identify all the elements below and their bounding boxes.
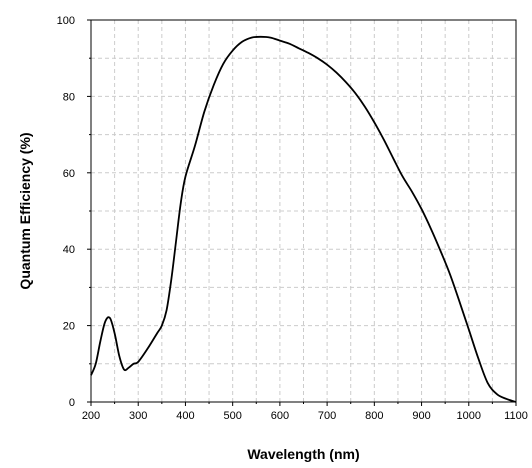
x-axis-title: Wavelength (nm) (247, 446, 359, 462)
y-tick-label: 60 (63, 168, 75, 180)
grid-layer (91, 20, 516, 402)
y-tick-label: 80 (63, 91, 75, 103)
x-tick-label: 1100 (504, 410, 528, 422)
x-tick-label: 700 (318, 410, 336, 422)
x-tick-label: 500 (223, 410, 241, 422)
x-tick-label: 600 (271, 410, 289, 422)
y-tick-label: 40 (63, 244, 75, 256)
y-tick-label: 100 (57, 15, 75, 27)
x-tick-label: 1000 (457, 410, 481, 422)
x-tick-label: 400 (176, 410, 194, 422)
x-tick-label: 200 (82, 410, 100, 422)
y-tick-label: 0 (69, 397, 75, 409)
y-tick-label: 20 (63, 321, 75, 333)
x-tick-label: 900 (412, 410, 430, 422)
qe-curve-line (90, 35, 517, 403)
x-tick-label: 300 (129, 410, 147, 422)
tick-layer: 200 300 400 500 600 700 800 900 1000 1100 0 20 40 60 8… (57, 15, 528, 422)
plot-layer (90, 35, 517, 403)
x-tick-label: 800 (365, 410, 383, 422)
y-axis-title: Quantum Efficiency (%) (17, 132, 33, 289)
